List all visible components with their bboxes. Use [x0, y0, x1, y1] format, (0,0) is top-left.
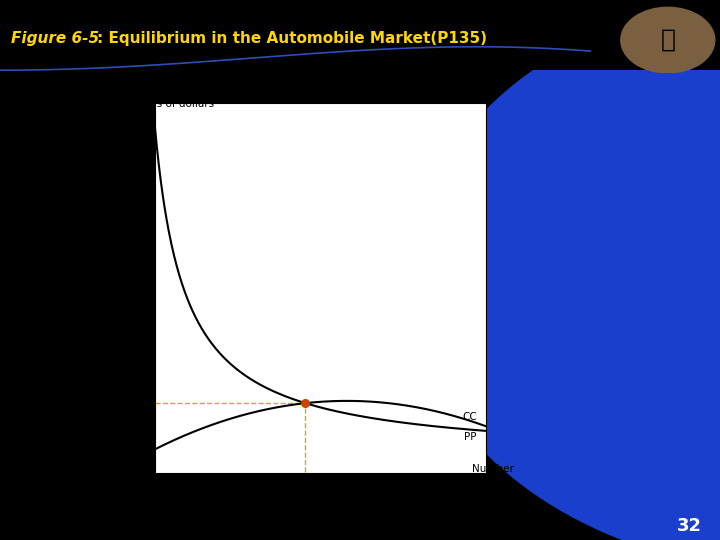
Text: in thousands of dollars: in thousands of dollars — [95, 99, 215, 109]
Text: CC: CC — [462, 411, 477, 422]
Text: : Equilibrium in the Automobile Market(P135): : Equilibrium in the Automobile Market(P… — [97, 31, 487, 46]
Text: PP: PP — [464, 432, 477, 442]
Circle shape — [621, 7, 715, 73]
Text: 32: 32 — [677, 517, 702, 535]
Text: (a) Home: (a) Home — [288, 494, 353, 507]
Text: of firms, n: of firms, n — [467, 483, 520, 494]
Text: Figure 6-5: Figure 6-5 — [11, 31, 99, 46]
Polygon shape — [410, 0, 720, 540]
Text: 🌏: 🌏 — [660, 28, 675, 52]
Text: Number: Number — [472, 464, 514, 475]
Text: Price per auto,: Price per auto, — [95, 80, 171, 90]
